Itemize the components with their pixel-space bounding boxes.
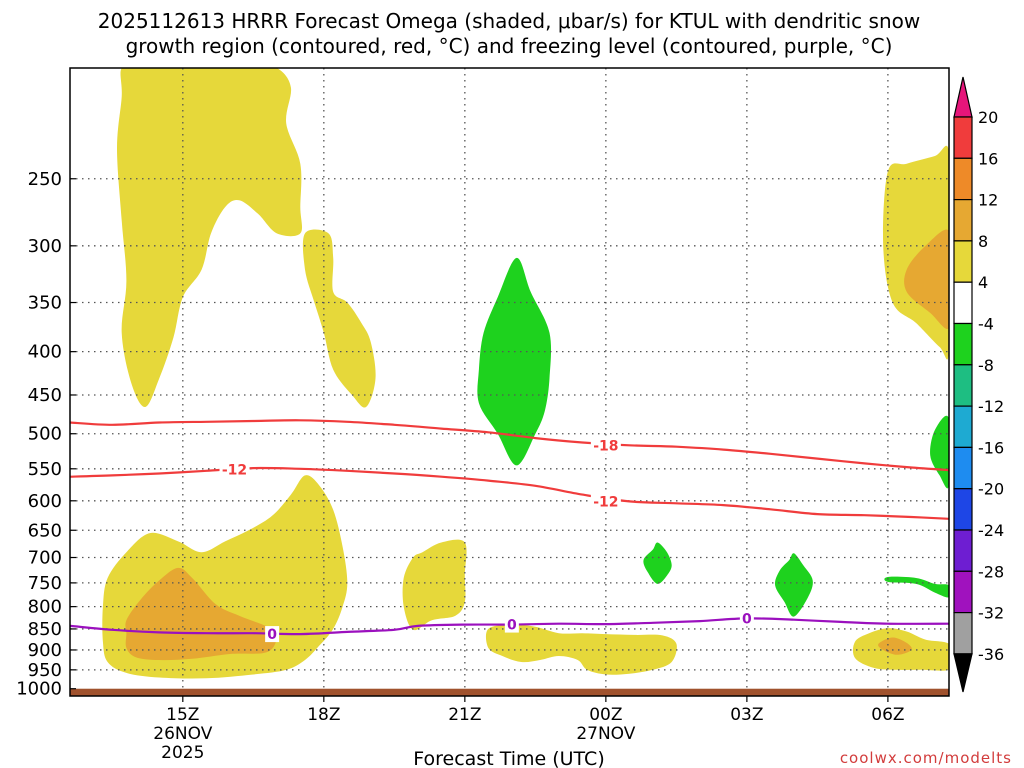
- colorbar-band--20: [953, 446, 973, 490]
- y-tick-label-950: 950: [28, 660, 62, 681]
- colorbar-label--8: -8: [978, 356, 994, 375]
- y-tick-label-300: 300: [28, 236, 62, 257]
- colorbar-label-8: 8: [978, 232, 988, 251]
- colorbar-band--8: [953, 322, 973, 366]
- omega-region-11: [477, 257, 552, 466]
- contour-label-bg-3: [590, 493, 621, 510]
- colorbar-band--12: [953, 364, 973, 407]
- y-tick-label-600: 600: [28, 491, 62, 512]
- chart-title-line1: 2025112613 HRRR Forecast Omega (shaded, …: [98, 9, 920, 33]
- contour-label-bg-5: [504, 616, 519, 633]
- colorbar-label--16: -16: [978, 438, 1004, 457]
- y-tick-label-1000: 1000: [16, 679, 62, 700]
- x-tick-label-00Z: 00Z: [589, 705, 622, 725]
- contour-label-3: -12: [593, 494, 618, 510]
- contour-freezing-level: [70, 617, 949, 636]
- colorbar: 20 16 12 8 4 -4 -8 -12 -16 -20 -24 -28 -32 -36: [953, 76, 1004, 693]
- omega-region-13: [643, 542, 672, 584]
- colorbar-label--32: -32: [978, 604, 1004, 623]
- x-date-label-00Z: 27NOV: [576, 724, 635, 744]
- y-tick-label-800: 800: [28, 597, 62, 618]
- colorbar-band--28: [953, 529, 973, 572]
- x-year-label-15Z: 2025: [161, 743, 204, 763]
- ground-bar: [70, 688, 949, 696]
- omega-region-9: [904, 229, 949, 330]
- omega-region-1: [117, 68, 303, 408]
- omega-region-15: [884, 576, 949, 598]
- colorbar-band-4: [953, 240, 973, 283]
- contour-dgz-upper: [70, 419, 949, 472]
- colorbar-band--24: [953, 488, 973, 531]
- contours: [70, 419, 949, 636]
- colorbar-band-8: [953, 199, 973, 242]
- contour-label-bg-1: [590, 437, 621, 454]
- x-tick-label-15Z: 15Z: [166, 705, 199, 725]
- y-tick-label-450: 450: [28, 385, 62, 406]
- contour-label-bg-6: [739, 610, 754, 627]
- colorbar-label--24: -24: [978, 521, 1004, 540]
- colorbar-band--4: [953, 281, 973, 325]
- colorbar-label-20: 20: [978, 108, 998, 127]
- colorbar-label--36: -36: [978, 645, 1004, 664]
- y-tick-label-900: 900: [28, 640, 62, 661]
- omega-region-2: [302, 229, 376, 408]
- y-tick-label-850: 850: [28, 619, 62, 640]
- y-tick-label-350: 350: [28, 293, 62, 314]
- colorbar-band--36: [953, 611, 973, 655]
- colorbar-band-16: [953, 116, 973, 159]
- y-tick-label-250: 250: [28, 169, 62, 190]
- contour-label-bg-2: [219, 461, 250, 478]
- omega-region-14: [774, 553, 813, 617]
- colorbar-label--28: -28: [978, 562, 1004, 581]
- y-axis: 2503003504004505005506006507007508008509…: [16, 169, 76, 700]
- x-tick-label-06Z: 06Z: [871, 705, 904, 725]
- colorbar-label--20: -20: [978, 480, 1004, 499]
- chart-title-line2: growth region (contoured, red, °C) and f…: [126, 34, 893, 58]
- contour-label-1: -18: [593, 438, 618, 454]
- contour-labels: -18 -12 -12 0 0 0: [219, 437, 754, 643]
- y-tick-label-750: 750: [28, 573, 62, 594]
- plot-frame: [69, 67, 950, 697]
- contour-label-2: -12: [222, 462, 247, 478]
- contour-label-4: 0: [267, 627, 277, 643]
- colorbar-label--12: -12: [978, 397, 1004, 416]
- colorbar-bottom-arrow: [953, 653, 973, 693]
- x-date-label-15Z: 26NOV: [153, 724, 212, 744]
- contour-label-6: 0: [742, 611, 752, 627]
- watermark: coolwx.com/modelts: [840, 749, 1012, 767]
- colorbar-band--32: [953, 570, 973, 614]
- colorbar-label-16: 16: [978, 149, 998, 168]
- colorbar-band--16: [953, 405, 973, 449]
- ground-layer: [70, 688, 949, 696]
- x-axis-label: Forecast Time (UTC): [413, 748, 604, 768]
- x-tick-label-18Z: 18Z: [307, 705, 340, 725]
- x-tick-label-21Z: 21Z: [448, 705, 481, 725]
- colorbar-band-12: [953, 157, 973, 201]
- omega-region-8: [125, 567, 277, 661]
- gridlines: [70, 68, 949, 689]
- y-tick-label-500: 500: [28, 424, 62, 445]
- y-tick-label-400: 400: [28, 342, 62, 363]
- y-tick-label-550: 550: [28, 459, 62, 480]
- contour-dgz-lower: [70, 466, 949, 520]
- colorbar-label-4: 4: [978, 273, 988, 292]
- contour-label-bg-4: [265, 626, 280, 643]
- y-tick-label-650: 650: [28, 520, 62, 541]
- x-tick-label-03Z: 03Z: [730, 705, 763, 725]
- y-tick-label-700: 700: [28, 548, 62, 569]
- colorbar-label--4: -4: [978, 315, 994, 334]
- colorbar-label-12: 12: [978, 191, 998, 210]
- contour-label-5: 0: [507, 618, 517, 634]
- omega-region-5: [402, 539, 467, 631]
